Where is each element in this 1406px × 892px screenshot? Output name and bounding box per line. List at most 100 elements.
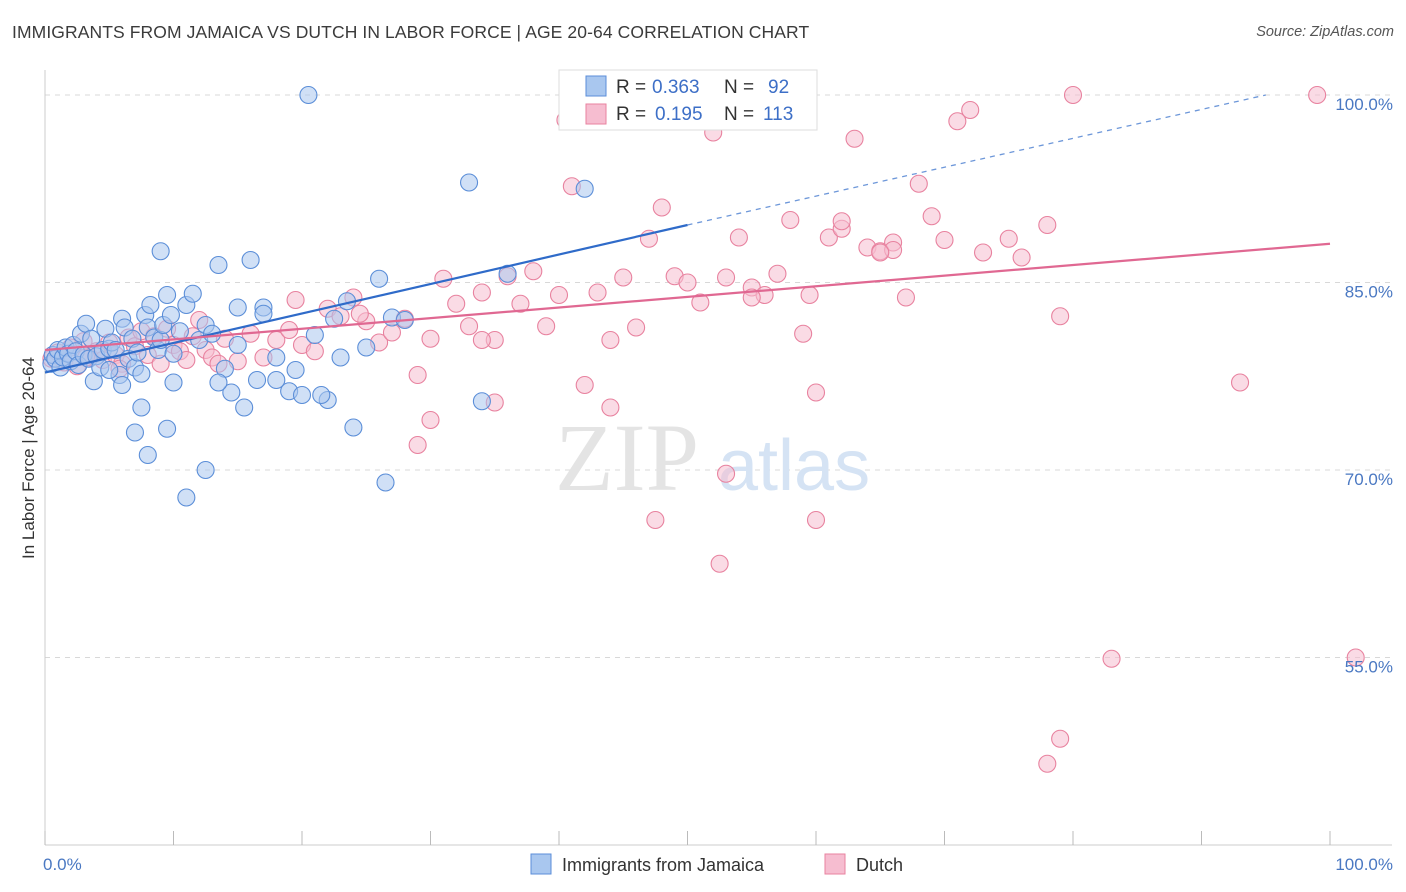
dutch-point-76 bbox=[845, 129, 864, 148]
jamaica-point-71 bbox=[158, 419, 177, 438]
jamaica-point-40 bbox=[158, 285, 177, 305]
dutch-point-55 bbox=[575, 375, 594, 395]
dutch-point-59 bbox=[627, 318, 646, 337]
dutch-point-53 bbox=[549, 285, 569, 305]
dutch-point-113 bbox=[472, 330, 491, 350]
dutch-point-116 bbox=[871, 243, 890, 262]
dutch-point-93 bbox=[408, 435, 427, 455]
jamaica-point-72 bbox=[177, 488, 196, 507]
dutch-point-58 bbox=[614, 268, 633, 287]
legend-r-label-1: R = bbox=[616, 77, 646, 98]
dutch-point-61 bbox=[652, 198, 671, 217]
dutch-point-50 bbox=[511, 294, 530, 313]
dutch-point-107 bbox=[1102, 649, 1121, 668]
jamaica-point-59 bbox=[292, 385, 312, 405]
tick-labels: 55.0% 70.0% 85.0% 100.0% 0.0% 100.0% bbox=[43, 95, 1393, 874]
jamaica-point-41 bbox=[161, 305, 180, 325]
dutch-point-81 bbox=[909, 174, 928, 193]
dutch-point-86 bbox=[973, 243, 993, 262]
dutch-point-73 bbox=[806, 383, 826, 402]
jamaica-point-65 bbox=[344, 418, 363, 437]
dutch-point-103 bbox=[1308, 85, 1327, 105]
dutch-point-110 bbox=[286, 290, 305, 310]
dutch-point-45 bbox=[447, 294, 466, 313]
dutch-point-87 bbox=[999, 229, 1018, 248]
legend-n-label-2: N = bbox=[724, 104, 754, 125]
dutch-point-111 bbox=[350, 304, 369, 323]
dutch-point-52 bbox=[537, 317, 556, 336]
dutch-point-42 bbox=[408, 365, 427, 385]
jamaica-point-73 bbox=[196, 460, 215, 480]
dutch-point-82 bbox=[922, 207, 941, 226]
jamaica-trend-line bbox=[44, 223, 688, 374]
dutch-point-89 bbox=[1038, 215, 1057, 235]
legend-r-value-2: 0.195 bbox=[655, 104, 703, 125]
x-tick-label-1: 100.0% bbox=[1335, 855, 1393, 874]
dutch-point-43 bbox=[421, 410, 440, 430]
jamaica-point-53 bbox=[235, 398, 254, 417]
jamaica-point-62 bbox=[325, 309, 344, 328]
jamaica-point-69 bbox=[138, 445, 157, 465]
dutch-point-84 bbox=[948, 112, 967, 131]
y-axis-title: In Labor Force | Age 20-64 bbox=[19, 357, 38, 559]
dutch-point-57 bbox=[601, 330, 620, 350]
dutch-point-51 bbox=[524, 262, 543, 281]
bottom-legend-dutch: Dutch bbox=[856, 855, 903, 875]
jamaica-point-77 bbox=[286, 360, 305, 380]
jamaica-point-52 bbox=[228, 298, 247, 317]
watermark-atlas: atlas bbox=[718, 426, 870, 506]
jamaica-point-49 bbox=[209, 255, 228, 275]
x-tick-label-0: 0.0% bbox=[43, 855, 82, 874]
jamaica-point-78 bbox=[312, 385, 331, 405]
legend-swatch-dutch bbox=[585, 103, 607, 125]
dutch-point-105 bbox=[1038, 754, 1057, 773]
jamaica-point-42 bbox=[164, 344, 183, 363]
dutch-point-95 bbox=[601, 398, 620, 417]
y-tick-label-0: 55.0% bbox=[1345, 658, 1393, 677]
dutch-point-90 bbox=[1051, 307, 1070, 326]
jamaica-point-35 bbox=[141, 295, 160, 315]
trend-lines bbox=[44, 94, 1331, 374]
source-label: Source: ZipAtlas.com bbox=[1256, 24, 1394, 40]
dutch-point-64 bbox=[691, 293, 710, 312]
jamaica-point-55 bbox=[247, 370, 267, 390]
jamaica-point-89 bbox=[164, 373, 183, 392]
jamaica-point-45 bbox=[183, 284, 202, 303]
dutch-point-114 bbox=[742, 288, 761, 307]
dutch-point-88 bbox=[1012, 248, 1031, 267]
dutch-point-91 bbox=[1063, 85, 1083, 105]
watermark-zip: ZIP bbox=[555, 404, 699, 511]
dutch-point-115 bbox=[800, 285, 819, 305]
bottom-legend-swatch-dutch bbox=[824, 853, 846, 875]
dutch-point-104 bbox=[1051, 729, 1070, 748]
jamaica-point-67 bbox=[125, 423, 144, 442]
axes bbox=[44, 70, 1392, 846]
grid-lines bbox=[45, 94, 1392, 658]
legend-n-value-1: 92 bbox=[768, 77, 789, 98]
bottom-legend-jamaica: Immigrants from Jamaica bbox=[562, 855, 765, 875]
jamaica-point-79 bbox=[370, 269, 389, 288]
jamaica-point-51 bbox=[222, 383, 241, 402]
dutch-point-46 bbox=[459, 317, 479, 336]
dutch-point-98 bbox=[710, 554, 729, 573]
jamaica-point-14 bbox=[77, 314, 96, 333]
dutch-points bbox=[42, 85, 1365, 773]
dutch-point-74 bbox=[819, 228, 838, 247]
dutch-point-99 bbox=[716, 268, 736, 287]
jamaica-trend-extension bbox=[687, 94, 1266, 226]
jamaica-point-83 bbox=[299, 85, 318, 105]
dutch-point-70 bbox=[768, 264, 787, 283]
dutch-point-34 bbox=[305, 342, 324, 361]
jamaica-point-68 bbox=[132, 398, 151, 417]
legend-swatch-jamaica bbox=[585, 75, 607, 97]
dutch-point-66 bbox=[716, 464, 736, 483]
dutch-point-97 bbox=[646, 510, 665, 530]
dutch-point-72 bbox=[794, 324, 813, 343]
dutch-point-80 bbox=[896, 288, 916, 307]
jamaica-point-76 bbox=[267, 348, 286, 367]
legend-box: R = 0.363 N = 92 R = 0.195 N = 113 bbox=[558, 69, 818, 131]
bottom-legend-swatch-jamaica bbox=[530, 853, 552, 875]
legend-r-value-1: 0.363 bbox=[652, 77, 700, 98]
jamaica-point-90 bbox=[113, 375, 132, 395]
jamaica-point-70 bbox=[151, 242, 170, 261]
